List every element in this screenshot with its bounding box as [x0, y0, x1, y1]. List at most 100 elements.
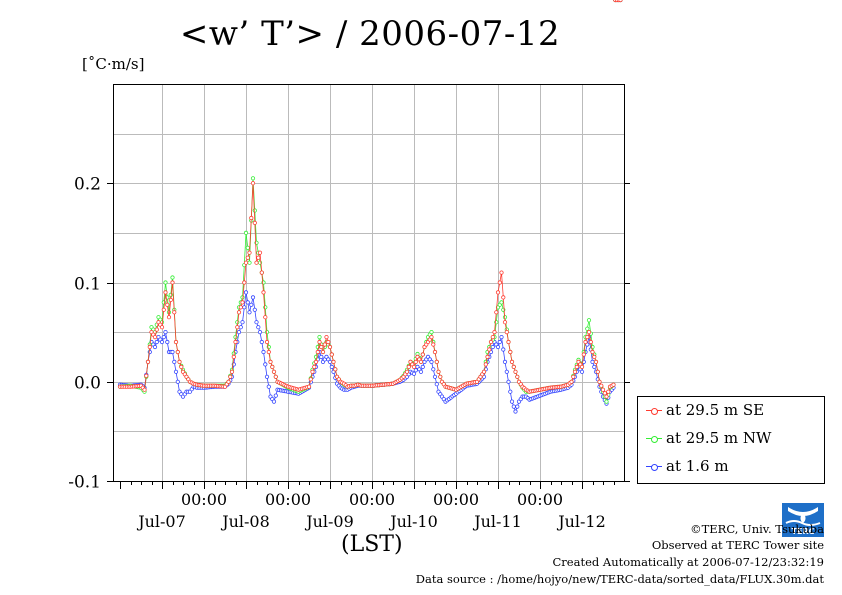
data-point-se	[320, 349, 326, 355]
legend-label-se: at 29.5 m SE	[666, 401, 765, 419]
data-point-se	[245, 255, 250, 260]
data-point-se	[322, 342, 327, 347]
data-point-low	[175, 379, 180, 384]
data-point-low	[501, 347, 506, 352]
data-point-nw	[243, 230, 249, 235]
data-point-low	[163, 329, 168, 335]
data-point-nw	[235, 320, 240, 325]
data-point-low	[411, 371, 417, 376]
data-point-se	[263, 315, 268, 320]
y-axis-unit: [˚C·m/s]	[82, 55, 145, 73]
data-point-low	[259, 339, 264, 345]
data-point-low	[590, 359, 595, 364]
data-point-se	[270, 364, 275, 369]
data-point-low	[263, 362, 268, 367]
data-point-low	[502, 359, 508, 364]
data-point-low	[504, 369, 509, 374]
data-point-se	[257, 250, 263, 255]
data-point-low	[159, 339, 165, 345]
chart-title: <w’ T’> / 2006-07-12	[179, 14, 561, 54]
data-point-se	[326, 339, 331, 345]
data-point-low	[429, 359, 434, 364]
x-tick-label-date: Jul-08	[220, 512, 270, 531]
data-point-se	[509, 359, 515, 364]
data-point-se	[254, 260, 259, 265]
data-point-se	[319, 344, 324, 350]
data-point-se	[604, 394, 609, 399]
data-point-low	[170, 349, 175, 355]
x-tick-label-time: 00:00	[181, 490, 227, 509]
data-point-se	[418, 359, 424, 364]
data-point-nw	[604, 399, 609, 404]
data-point-se	[166, 315, 172, 320]
data-point-nw	[170, 275, 175, 280]
data-point-se	[152, 334, 158, 340]
data-point-low	[238, 325, 243, 330]
data-point-se	[485, 354, 490, 359]
plot-area	[113, 84, 624, 481]
data-point-se	[579, 364, 585, 369]
data-point-se	[404, 369, 410, 374]
data-point-se	[411, 364, 417, 369]
x-tick-label-date: Jul-12	[556, 512, 606, 531]
data-point-se	[593, 359, 599, 364]
data-point-low	[256, 325, 261, 330]
data-point-low	[579, 369, 585, 374]
x-tick-label-time: 00:00	[433, 490, 479, 509]
data-point-se	[618, 0, 623, 3]
data-point-nw	[499, 300, 504, 305]
data-point-se	[513, 369, 518, 374]
y-tick-label: 0.2	[74, 175, 101, 195]
data-point-se	[317, 339, 322, 345]
data-point-se	[432, 349, 438, 355]
data-point-se	[163, 290, 168, 295]
data-point-se	[229, 369, 235, 374]
data-point-low	[254, 320, 259, 325]
data-point-se	[611, 382, 616, 387]
data-point-se	[492, 329, 497, 335]
data-point-low	[508, 389, 513, 394]
data-point-se	[233, 339, 238, 345]
data-point-se	[495, 290, 501, 295]
data-point-se	[494, 310, 499, 315]
data-point-se	[331, 359, 336, 364]
data-point-se	[327, 344, 333, 350]
data-point-low	[431, 367, 436, 372]
x-tick-label-time: 00:00	[349, 490, 395, 509]
data-point-se	[268, 359, 273, 364]
data-point-se	[569, 379, 574, 384]
data-point-se	[250, 181, 256, 186]
data-point-low	[490, 344, 495, 350]
x-tick-label-date: Jul-11	[472, 512, 522, 531]
data-point-low	[236, 329, 242, 335]
data-point-low	[165, 339, 170, 345]
data-point-se	[406, 364, 411, 369]
terc-logo: TERC	[782, 503, 824, 537]
data-point-se	[238, 305, 243, 310]
data-point-se	[588, 339, 593, 345]
data-point-se	[306, 384, 312, 389]
data-point-se	[261, 290, 266, 295]
data-point-se	[310, 369, 315, 374]
data-point-low	[432, 374, 438, 379]
data-point-low	[173, 369, 179, 374]
data-point-se	[438, 374, 443, 379]
data-point-se	[490, 334, 495, 340]
logo-text: TERC	[792, 527, 815, 536]
data-point-low	[266, 384, 271, 389]
legend-marker-se	[646, 406, 662, 416]
data-point-se	[600, 387, 606, 392]
data-point-se	[497, 280, 502, 285]
data-point-se	[240, 300, 245, 305]
data-point-low	[515, 404, 520, 409]
data-point-low	[250, 295, 256, 300]
legend-label-nw: at 29.5 m NW	[666, 429, 772, 447]
data-point-low	[257, 329, 263, 335]
data-point-se	[172, 310, 177, 315]
data-point-se	[502, 320, 508, 325]
data-point-se	[581, 352, 586, 357]
data-point-se	[154, 327, 159, 332]
data-point-nw	[245, 245, 250, 250]
data-point-se	[595, 369, 600, 374]
